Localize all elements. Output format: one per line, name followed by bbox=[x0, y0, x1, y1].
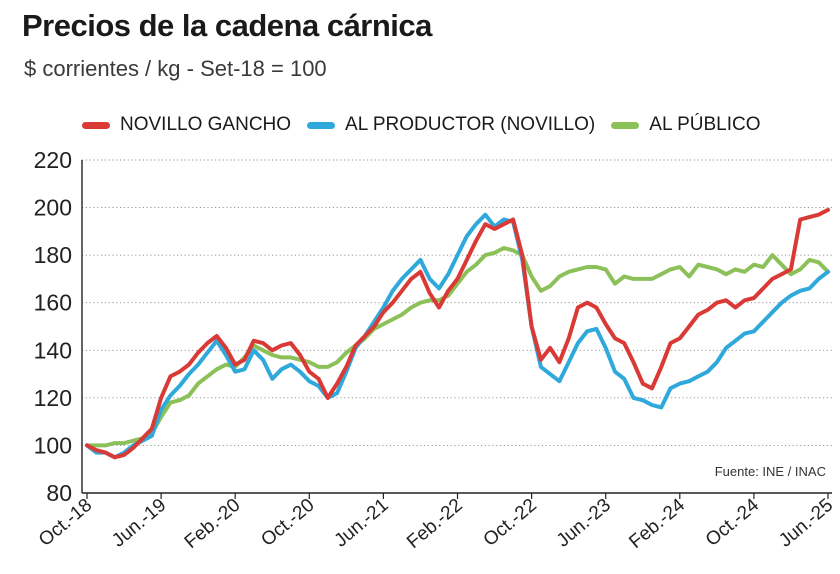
x-tick-label: Jun.-23 bbox=[553, 495, 615, 552]
y-tick-label: 200 bbox=[34, 195, 72, 221]
x-tick-label: Jun.-25 bbox=[775, 495, 837, 552]
series-line-novillo-gancho bbox=[85, 207, 830, 460]
series-line-al-p-blico bbox=[85, 246, 830, 448]
x-tick-label: Feb.-20 bbox=[181, 495, 245, 553]
y-tick-label: 140 bbox=[34, 337, 72, 363]
x-tick-label: Feb.-22 bbox=[403, 495, 467, 553]
y-tick-label: 120 bbox=[34, 385, 72, 411]
legend-label-novillo-gancho: NOVILLO GANCHO bbox=[120, 114, 292, 135]
y-axis-labels: 80 100 120 140 160 180 200 220 bbox=[34, 147, 72, 506]
x-tick-label: Oct.-24 bbox=[702, 494, 764, 550]
x-tick-label: Oct.-20 bbox=[257, 495, 318, 551]
chart-title: Precios de la cadena cárnica bbox=[22, 8, 432, 43]
source-note: Fuente: INE / INAC bbox=[715, 464, 826, 479]
chart-series bbox=[85, 207, 830, 460]
legend-swatch-al-productor bbox=[307, 121, 336, 129]
x-tick-label: Feb.-24 bbox=[625, 494, 689, 552]
series-line-al-productor-novillo- bbox=[85, 212, 830, 460]
legend-item-al-productor: AL PRODUCTOR (NOVILLO) bbox=[307, 114, 595, 136]
legend-item-novillo-gancho: NOVILLO GANCHO bbox=[82, 114, 291, 136]
chart-axes bbox=[81, 160, 832, 499]
chart-subtitle: $ corrientes / kg - Set-18 = 100 bbox=[24, 56, 327, 81]
legend-label-al-publico: AL PÚBLICO bbox=[649, 114, 761, 135]
legend-label-al-productor: AL PRODUCTOR (NOVILLO) bbox=[345, 114, 596, 135]
chart-legend: NOVILLO GANCHO AL PRODUCTOR (NOVILLO) AL… bbox=[82, 114, 761, 136]
x-tick-label: Oct.-22 bbox=[480, 495, 541, 551]
legend-swatch-novillo-gancho bbox=[82, 121, 110, 129]
y-tick-label: 100 bbox=[34, 432, 72, 458]
legend-item-al-publico: AL PÚBLICO bbox=[611, 114, 761, 136]
y-tick-label: 220 bbox=[34, 147, 72, 173]
y-tick-label: 80 bbox=[46, 480, 72, 506]
x-tick-label: Jun.-19 bbox=[108, 495, 170, 552]
x-tick-label: Jun.-21 bbox=[331, 495, 393, 552]
legend-swatch-al-publico bbox=[611, 121, 640, 129]
y-tick-label: 160 bbox=[34, 290, 72, 316]
y-tick-label: 180 bbox=[34, 242, 72, 268]
x-axis-labels: Oct.-18 Jun.-19 Feb.-20 Oct.-20 Jun.-21 Feb.-… bbox=[35, 494, 837, 552]
